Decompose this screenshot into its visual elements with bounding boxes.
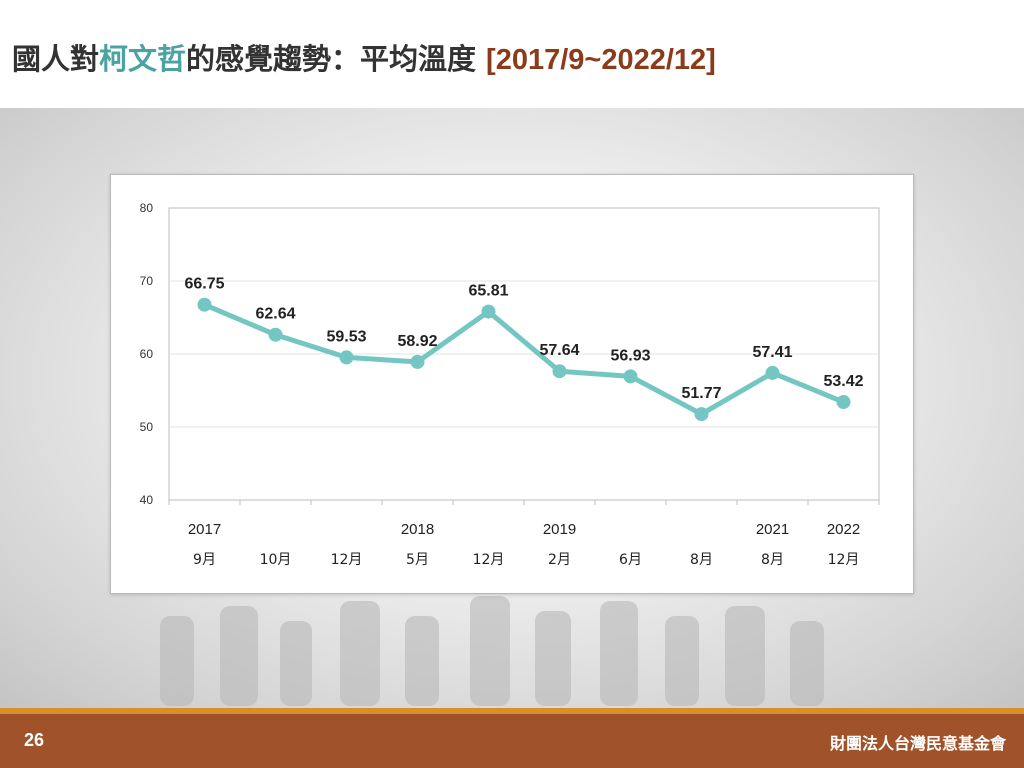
x-month-label: 12月 <box>473 552 505 568</box>
data-label: 62.64 <box>255 306 295 323</box>
x-month-label: 12月 <box>828 552 860 568</box>
data-point <box>197 297 212 312</box>
data-label: 56.93 <box>610 347 650 364</box>
y-tick-label: 40 <box>140 493 154 507</box>
title-highlight: 柯文哲 <box>99 42 187 76</box>
x-month-label: 8月 <box>690 552 713 568</box>
x-month-label: 12月 <box>331 552 363 568</box>
data-label: 57.41 <box>752 344 792 361</box>
x-month-label: 5月 <box>406 552 429 568</box>
data-point <box>481 304 496 319</box>
data-point <box>765 365 780 380</box>
data-label: 57.64 <box>539 342 579 359</box>
data-point <box>694 407 709 422</box>
data-label: 65.81 <box>468 283 508 300</box>
data-label: 58.92 <box>397 333 437 350</box>
title-suffix: 的感覺趨勢：平均溫度 <box>186 42 477 76</box>
crowd-silhouette-image <box>160 596 824 706</box>
title-date-range: [2017/9~2022/12] <box>486 44 716 76</box>
data-point <box>836 395 851 410</box>
title-prefix: 國人對 <box>12 42 100 76</box>
data-point <box>410 354 425 369</box>
data-label: 53.42 <box>823 373 863 390</box>
data-point <box>552 364 567 379</box>
data-label: 59.53 <box>326 328 366 345</box>
data-label: 51.77 <box>681 385 721 402</box>
x-year-label: 2018 <box>401 521 434 538</box>
x-year-label: 2022 <box>827 521 860 538</box>
x-month-label: 10月 <box>260 552 292 568</box>
x-year-label: 2019 <box>543 521 576 538</box>
series-line <box>202 302 846 417</box>
x-year-label: 2017 <box>188 521 221 538</box>
y-tick-label: 60 <box>140 347 154 361</box>
x-month-label: 6月 <box>619 552 642 568</box>
page-number: 26 <box>24 730 45 750</box>
slide-title: 國人對柯文哲的感覺趨勢：平均溫度 [2017/9~2022/12] <box>12 36 716 78</box>
title-bar: 國人對柯文哲的感覺趨勢：平均溫度 [2017/9~2022/12] <box>0 0 1024 108</box>
y-tick-label: 50 <box>140 420 154 434</box>
data-point <box>339 350 354 365</box>
data-point <box>623 369 638 384</box>
chart-panel: 40 50 60 70 80 66.75 62.64 59.53 58.92 65.81 57.64… <box>110 174 914 594</box>
y-tick-label: 80 <box>140 201 154 215</box>
x-month-label: 2月 <box>548 552 571 568</box>
data-label: 66.75 <box>184 276 224 293</box>
x-year-label: 2021 <box>756 521 789 538</box>
y-tick-label: 70 <box>140 274 154 288</box>
x-month-label: 8月 <box>761 552 784 568</box>
footer-bar: 26 財團法人台灣民意基金會 <box>0 714 1024 768</box>
data-point <box>268 327 283 342</box>
footer-stripe <box>0 708 1024 714</box>
x-month-label: 9月 <box>193 552 216 568</box>
organization-name: 財團法人台灣民意基金會 <box>829 734 1006 753</box>
line-chart: 40 50 60 70 80 66.75 62.64 59.53 58.92 65.81 57.64… <box>140 201 880 568</box>
